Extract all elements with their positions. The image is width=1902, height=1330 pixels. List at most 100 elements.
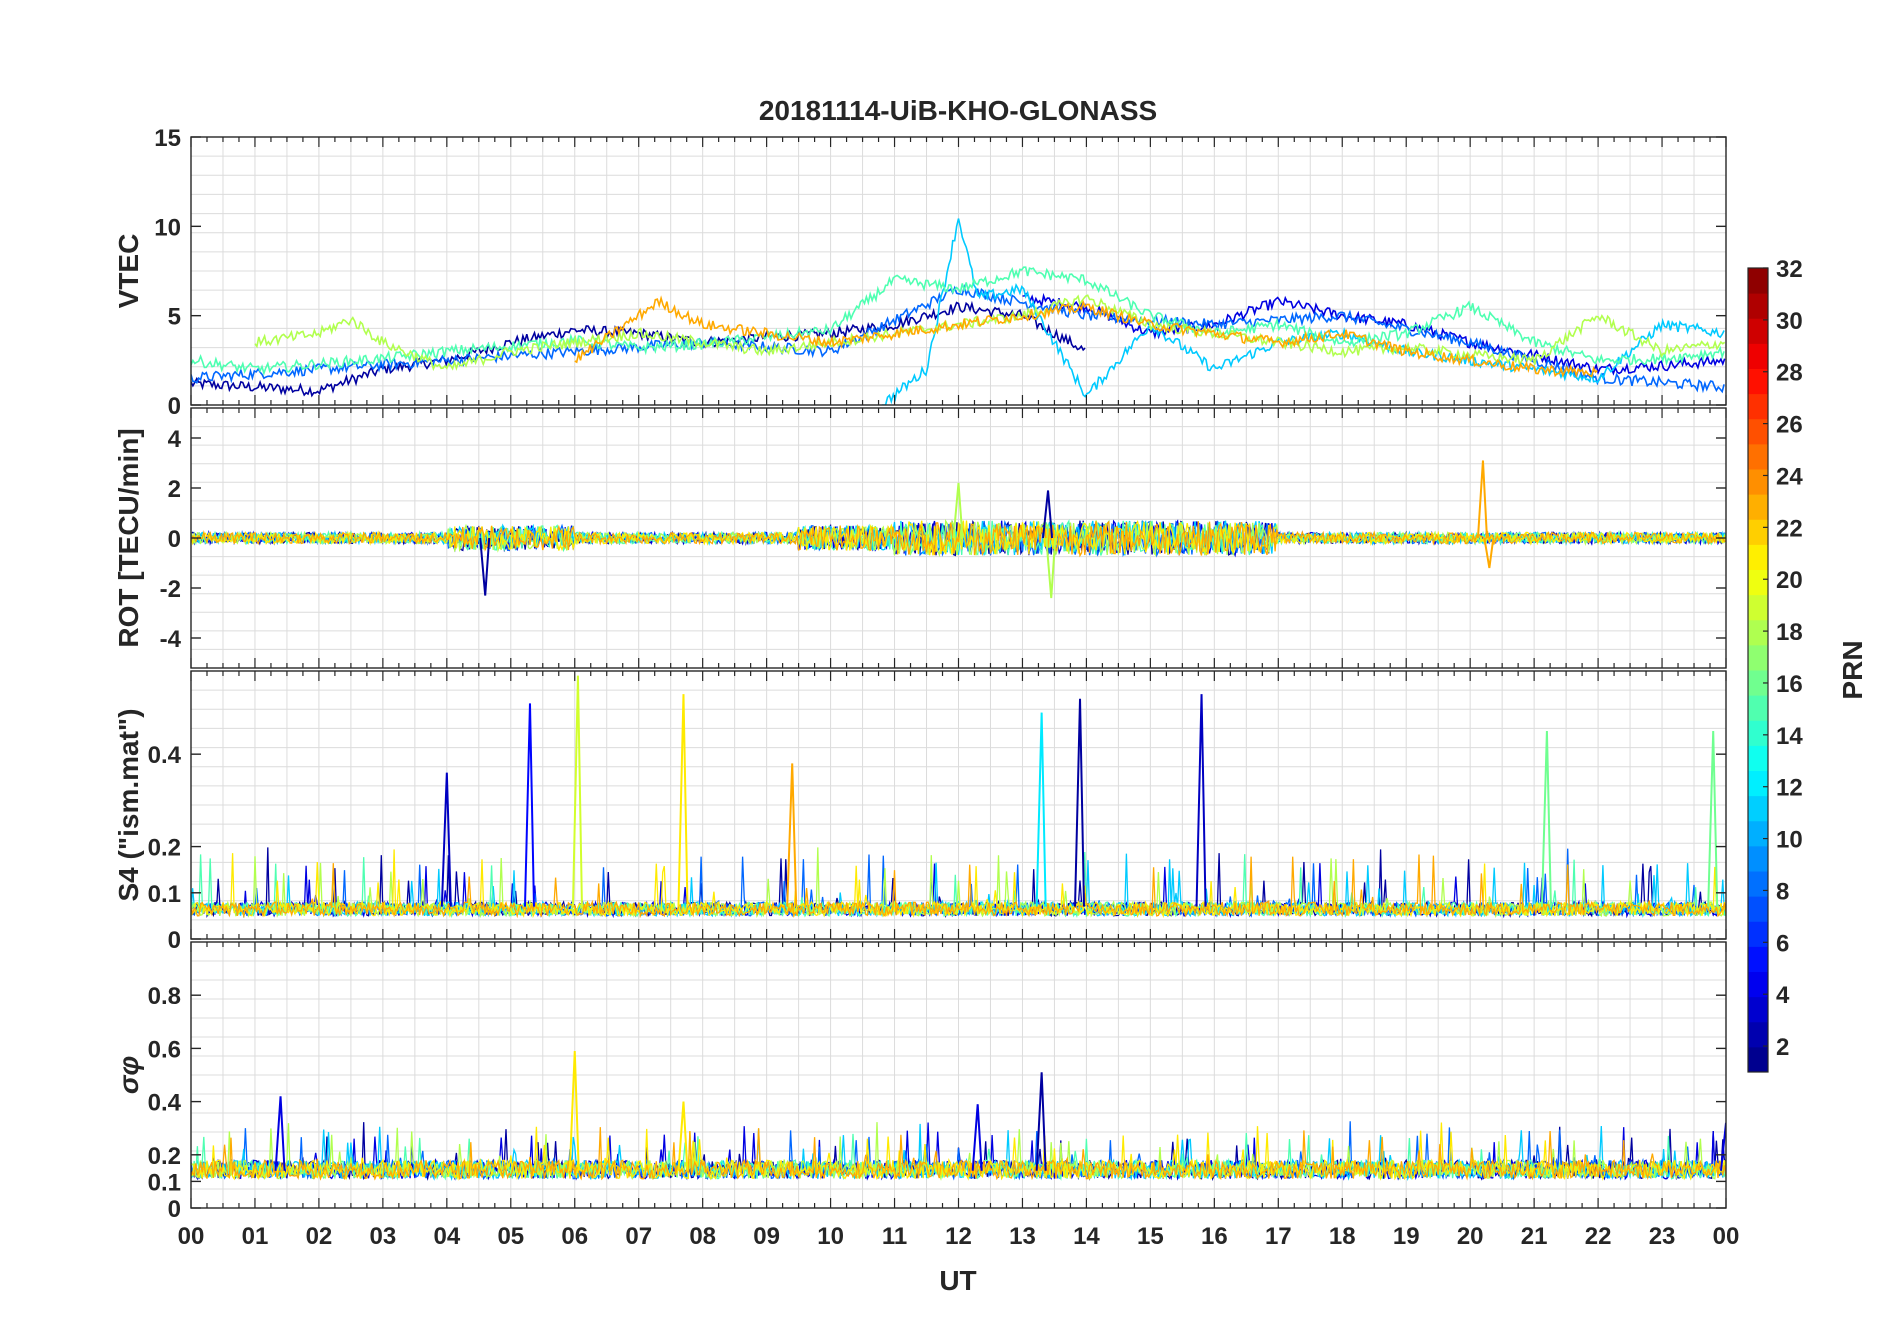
colorbar-segment bbox=[1748, 343, 1768, 369]
colorbar-segment bbox=[1748, 670, 1768, 696]
colorbar-tick-label: 20 bbox=[1776, 567, 1803, 594]
colorbar-segment bbox=[1748, 896, 1768, 922]
colorbar-segment bbox=[1748, 443, 1768, 470]
x-tick-label: 02 bbox=[306, 1223, 333, 1250]
colorbar-tick-label: 24 bbox=[1776, 463, 1803, 490]
colorbar-tick-label: 30 bbox=[1776, 308, 1803, 335]
x-tick-label: 19 bbox=[1393, 1223, 1420, 1250]
x-tick-label: 23 bbox=[1649, 1223, 1676, 1250]
rot-spike bbox=[1483, 537, 1495, 569]
x-tick-label: 05 bbox=[497, 1223, 524, 1250]
rot-spike bbox=[1042, 490, 1054, 539]
colorbar-segment bbox=[1748, 1021, 1768, 1048]
y-tick-label: 5 bbox=[168, 304, 181, 331]
y-tick-label: 0.2 bbox=[148, 1143, 181, 1170]
colorbar-segment bbox=[1748, 845, 1768, 872]
rot-spike bbox=[479, 537, 491, 596]
s4-series-prn-18 bbox=[191, 847, 1726, 919]
colorbar-segment bbox=[1748, 569, 1768, 596]
y-tick-label: 0 bbox=[168, 1196, 181, 1223]
y-tick-label: 10 bbox=[154, 214, 181, 241]
x-tick-label: 06 bbox=[561, 1223, 588, 1250]
colorbar-segment bbox=[1748, 469, 1768, 495]
vtec-series-prn-15 bbox=[191, 266, 1725, 376]
y-tick-label: 0.6 bbox=[148, 1036, 181, 1063]
colorbar-tick-label: 4 bbox=[1776, 982, 1790, 1009]
y-axis-label: VTEC bbox=[113, 234, 144, 309]
colorbar-segment bbox=[1748, 770, 1768, 797]
y-tick-label: 0.1 bbox=[148, 881, 181, 908]
s4-series-prn-15 bbox=[191, 851, 1726, 919]
colorbar-segment bbox=[1748, 720, 1768, 746]
colorbar-segment bbox=[1748, 594, 1768, 621]
colorbar-segment bbox=[1748, 544, 1768, 570]
colorbar-segment bbox=[1748, 695, 1768, 721]
colorbar-segment bbox=[1748, 795, 1768, 822]
sigma-phi-spike bbox=[971, 1104, 983, 1171]
y-tick-label: -4 bbox=[160, 626, 182, 653]
x-tick-label: 22 bbox=[1585, 1223, 1612, 1250]
y-axis-label: S4 ("ism.mat") bbox=[113, 708, 144, 901]
sigma-phi-spike bbox=[677, 1101, 689, 1171]
x-tick-label: 09 bbox=[753, 1223, 780, 1250]
x-tick-label: 10 bbox=[817, 1223, 844, 1250]
y-axis-label: σφ bbox=[113, 1056, 144, 1094]
sigma-phi-series-prn-23 bbox=[191, 1127, 1726, 1181]
colorbar-tick-label: 26 bbox=[1776, 412, 1803, 439]
x-tick-label: 16 bbox=[1201, 1223, 1228, 1250]
series-group bbox=[191, 218, 1726, 405]
colorbar-segment bbox=[1748, 996, 1768, 1023]
s4-spike bbox=[677, 694, 689, 907]
x-axis-label: UT bbox=[939, 1265, 976, 1296]
series-group bbox=[191, 675, 1726, 919]
colorbar-segment bbox=[1748, 293, 1768, 319]
colorbar-segment bbox=[1748, 494, 1768, 520]
vtec-series-prn-4 bbox=[1022, 292, 1726, 376]
y-tick-label: 0 bbox=[168, 393, 181, 420]
s4-spike bbox=[1195, 694, 1207, 907]
s4-spike bbox=[1540, 731, 1552, 907]
y-tick-label: -2 bbox=[160, 576, 181, 603]
s4-series-prn-23 bbox=[191, 854, 1726, 919]
panel-s4: 0 0.1 0.2 0.4S4 ("ism.mat") bbox=[113, 670, 1727, 954]
s4-spike bbox=[440, 772, 452, 907]
y-tick-label: 2 bbox=[168, 476, 181, 503]
rot-spike bbox=[952, 482, 964, 539]
colorbar-segment bbox=[1748, 519, 1768, 545]
colorbar-tick-label: 8 bbox=[1776, 878, 1789, 905]
sigma-phi-spike bbox=[1035, 1072, 1047, 1171]
colorbar-tick-label: 14 bbox=[1776, 723, 1803, 750]
vtec-series-prn-18 bbox=[254, 294, 1726, 372]
colorbar-tick-label: 10 bbox=[1776, 827, 1803, 854]
y-tick-label: 0.4 bbox=[148, 742, 182, 769]
x-tick-label: 20 bbox=[1457, 1223, 1484, 1250]
colorbar-segment bbox=[1748, 368, 1768, 395]
colorbar-label: PRN bbox=[1837, 640, 1868, 699]
rot-series-prn-23 bbox=[191, 520, 1726, 558]
colorbar-tick-label: 32 bbox=[1776, 256, 1803, 283]
x-tick-label: 07 bbox=[625, 1223, 652, 1250]
series-group bbox=[191, 460, 1726, 599]
series-group bbox=[191, 1051, 1726, 1182]
rot-spike bbox=[1045, 537, 1057, 599]
s4-spike bbox=[523, 703, 535, 907]
colorbar-segment bbox=[1748, 971, 1768, 998]
s4-spike bbox=[1707, 731, 1719, 907]
y-tick-label: 0.1 bbox=[148, 1169, 181, 1196]
x-tick-label: 13 bbox=[1009, 1223, 1036, 1250]
colorbar-tick-label: 2 bbox=[1776, 1034, 1789, 1061]
rot-spike bbox=[1476, 460, 1488, 539]
colorbar-segment bbox=[1748, 871, 1768, 897]
vtec-series-prn-23 bbox=[574, 295, 1598, 379]
s4-spike bbox=[1074, 698, 1086, 907]
y-tick-label: 0.8 bbox=[148, 983, 181, 1010]
colorbar-segment bbox=[1748, 1046, 1768, 1073]
x-tick-label: 01 bbox=[242, 1223, 269, 1250]
colorbar-segment bbox=[1748, 393, 1768, 420]
colorbar-segment bbox=[1748, 946, 1768, 972]
x-tick-label: 00 bbox=[1713, 1223, 1740, 1250]
sigma-phi-spike bbox=[274, 1096, 286, 1171]
rot-series-prn-21 bbox=[191, 519, 1726, 556]
x-tick-label: 18 bbox=[1329, 1223, 1356, 1250]
